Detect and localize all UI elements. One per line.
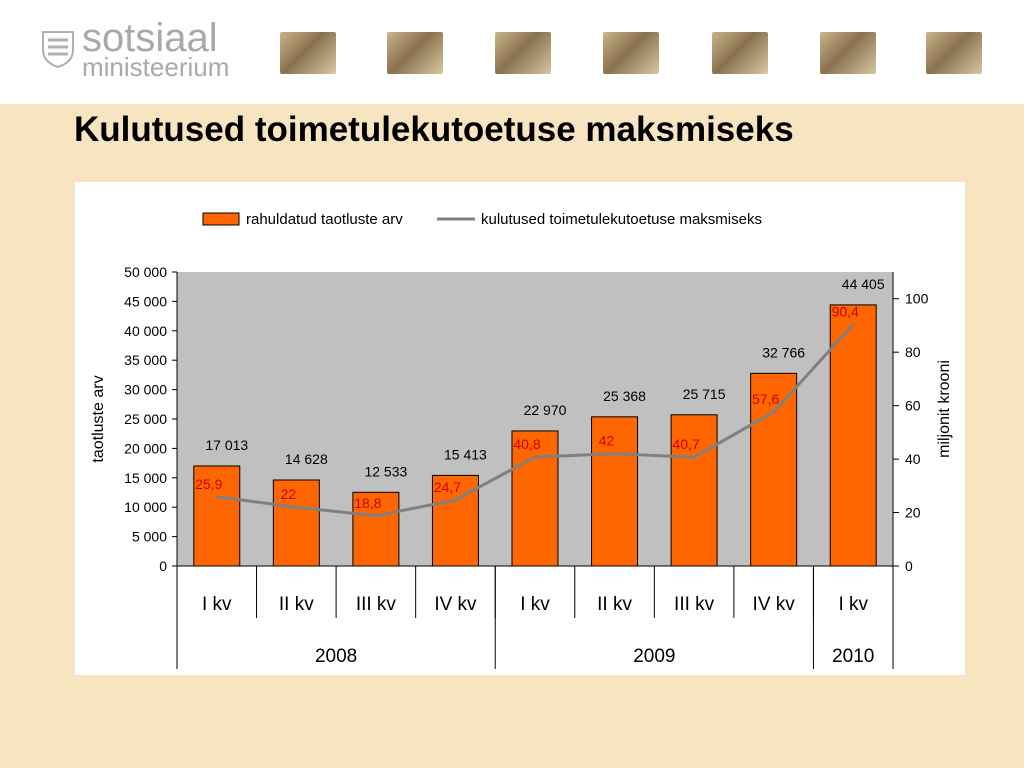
y-left-tick-label: 30 000 [124,382,167,398]
page-title: Kulutused toimetulekutoetuse maksmiseks [74,110,794,149]
y-right-axis-title: miljonit krooni [936,360,953,458]
x-tick-label: I kv [838,594,868,615]
y-left-tick-label: 35 000 [124,352,167,368]
line-point [374,514,378,518]
y-left-tick-label: 10 000 [124,499,167,515]
header-photo [926,32,982,74]
header-photo [280,32,336,74]
bar-value-label: 17 013 [205,437,248,453]
line-value-label: 22 [281,486,297,502]
line-value-label: 25,9 [195,476,222,492]
bar-value-label: 44 405 [842,276,885,292]
line-value-label: 40,8 [513,436,540,452]
x-tick-label: I kv [520,594,550,615]
line-point [851,322,855,326]
header-photo [603,32,659,74]
combo-chart: rahuldatud taotluste arv kulutused toime… [90,211,953,669]
y-left-tick-label: 5 000 [132,529,167,545]
line-point [772,410,776,414]
y-left-tick-label: 40 000 [124,323,167,339]
bar-value-label: 25 715 [683,386,726,402]
bar [591,416,639,567]
header: sotsiaal ministeerium [0,0,1024,104]
line-point [692,455,696,459]
header-photo [495,32,551,74]
x-tick-label: III kv [356,594,397,615]
line-value-label: 18,8 [354,495,381,511]
chart-legend: rahuldatud taotluste arv kulutused toime… [202,211,762,228]
ministry-logo[interactable]: sotsiaal ministeerium [40,16,250,82]
y-left-tick-label: 15 000 [124,470,167,486]
bar-value-label: 25 368 [603,388,646,404]
bar [511,430,559,567]
y-right-tick-label: 80 [905,344,921,360]
coat-of-arms-icon [42,31,74,68]
x-year-group-label: 2008 [315,646,357,667]
line-point [294,505,298,509]
header-photo [712,32,768,74]
bar-value-label: 32 766 [762,344,805,360]
line-value-label: 42 [599,433,615,449]
line-value-label: 24,7 [434,479,461,495]
bar-value-label: 12 533 [364,463,407,479]
logo-text-line1: sotsiaal [82,16,218,60]
y-left-tick-label: 20 000 [124,440,167,456]
y-left-axis-title: taotluste arv [90,375,107,462]
bar [193,465,241,567]
line-point [453,498,457,502]
line-value-label: 90,4 [832,303,859,319]
chart-container: rahuldatud taotluste arv kulutused toime… [75,182,965,675]
x-tick-label: II kv [279,594,314,615]
bar-value-label: 22 970 [524,402,567,418]
bar-value-label: 15 413 [444,446,487,462]
bar [352,491,400,567]
line-value-label: 57,6 [752,391,779,407]
bar [272,479,320,567]
line-point [215,495,219,499]
x-year-group-label: 2010 [832,646,874,667]
x-year-group-label: 2009 [633,646,675,667]
y-left-tick-label: 0 [159,558,167,574]
legend-bar-swatch [202,212,240,226]
y-right-tick-label: 100 [905,291,929,307]
y-left-tick-label: 45 000 [124,293,167,309]
line-point [613,452,617,456]
bar [750,372,798,567]
bar [829,304,877,567]
bar [670,414,718,567]
line-point [533,455,537,459]
x-tick-label: I kv [202,594,232,615]
y-right-tick-label: 40 [905,451,921,467]
y-right-tick-label: 0 [905,558,913,574]
header-photo [820,32,876,74]
x-tick-label: III kv [674,594,715,615]
x-tick-label: IV kv [434,594,477,615]
header-photo [387,32,443,74]
line-value-label: 40,7 [672,436,699,452]
x-tick-label: IV kv [753,594,796,615]
y-right-tick-label: 20 [905,505,921,521]
y-right-tick-label: 60 [905,398,921,414]
y-left-tick-label: 50 000 [124,264,167,280]
legend-label-bars: rahuldatud taotluste arv [246,211,403,228]
legend-label-line: kulutused toimetulekutoetuse maksmiseks [481,211,762,228]
logo-text-line2: ministeerium [82,52,230,82]
bar-value-label: 14 628 [285,451,328,467]
x-tick-label: II kv [597,594,632,615]
y-left-tick-label: 25 000 [124,411,167,427]
